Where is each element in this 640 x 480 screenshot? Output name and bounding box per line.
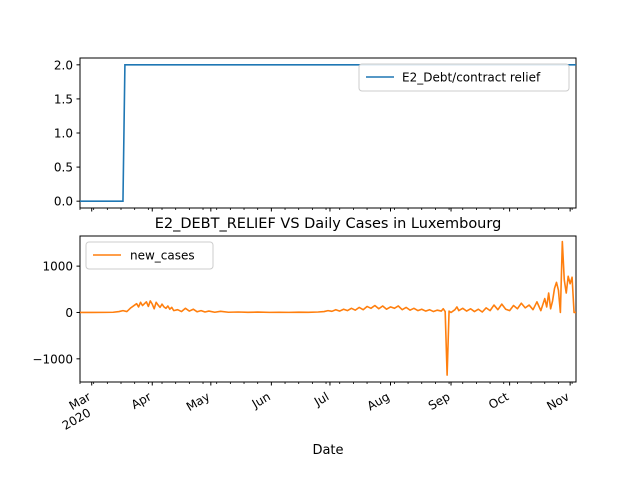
bottom-y-tick-label: 1000 [42, 260, 73, 274]
bottom-legend-box [85, 241, 214, 270]
top-y-tick-label: 0.5 [54, 161, 73, 175]
top-y-tick-label: 1.5 [54, 92, 73, 106]
top-series-layer [80, 64, 576, 202]
bottom-y-axis-ticks: −1000 0 1000 [32, 260, 80, 366]
x-tick-label: Jul [311, 389, 331, 409]
top-series-line [80, 64, 576, 202]
top-x-axis-ticks [79, 208, 573, 212]
top-legend-box [358, 63, 570, 92]
bottom-series-line [80, 240, 576, 376]
bottom-legend-label: new_cases [130, 249, 195, 263]
top-y-tick-label: 2.0 [54, 58, 73, 72]
bottom-plot-frame [79, 235, 577, 383]
top-y-tick-label: 0.0 [54, 195, 73, 209]
top-y-axis-ticks: 0.0 0.5 1.0 1.5 2.0 [54, 58, 80, 209]
top-y-tick-label: 1.0 [54, 127, 73, 141]
bottom-y-tick-label: −1000 [32, 352, 73, 366]
bottom-y-tick-label: 0 [65, 306, 73, 320]
top-legend: E2_Debt/contract relief [358, 63, 570, 92]
x-axis-title: Date [312, 443, 343, 458]
chart-title: E2_DEBT_RELIEF VS Daily Cases in Luxembo… [155, 216, 502, 232]
bottom-series-layer [80, 240, 576, 376]
top-subplot: 0.0 0.5 1.0 1.5 2.0 E2_Debt/contract relief [54, 57, 577, 212]
top-legend-label: E2_Debt/contract relief [402, 71, 541, 85]
bottom-legend: new_cases [85, 241, 214, 270]
